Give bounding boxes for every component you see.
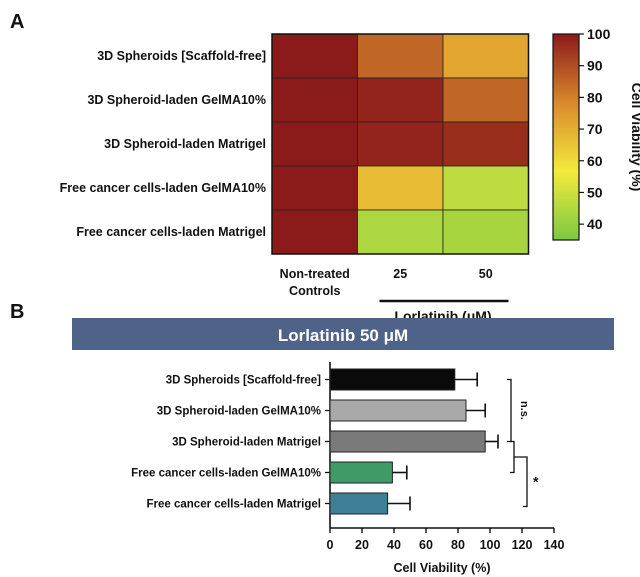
x-axis-tick-label: 0 <box>327 538 334 552</box>
heatmap-column-label: Non-treated Controls <box>280 267 350 298</box>
heatmap-column-label: 25 <box>393 267 407 281</box>
heatmap-cell <box>442 33 529 79</box>
x-axis-label: Cell Viability (%) <box>393 561 490 575</box>
x-axis-tick-label: 100 <box>480 538 501 552</box>
ns-bracket <box>507 378 512 443</box>
heatmap-cell <box>442 209 529 255</box>
x-axis-tick-label: 140 <box>544 538 565 552</box>
bar-category-label: Free cancer cells-laden GelMA10% <box>131 468 321 480</box>
bar <box>329 399 467 422</box>
panel-a-letter: A <box>10 11 24 33</box>
heatmap-border <box>271 33 530 255</box>
x-axis-tick-label: 20 <box>355 538 369 552</box>
heatmap-cell <box>357 77 444 123</box>
colorbar-tick-label: 90 <box>587 58 603 74</box>
bar-category-label: 3D Spheroids [Scaffold-free] <box>166 375 321 387</box>
bar-category-label: 3D Spheroid-laden Matrigel <box>172 437 321 449</box>
colorbar-tick-label: 60 <box>587 153 603 169</box>
heatmap-row-label: 3D Spheroids [Scaffold-free] <box>97 49 266 63</box>
colorbar-tick-label: 50 <box>587 184 603 200</box>
heatmap: 3D Spheroids [Scaffold-free] 3D Spheroid-… <box>60 33 530 324</box>
heatmap-cell <box>357 121 444 167</box>
heatmap-cell <box>442 165 529 211</box>
x-axis-tick-label: 60 <box>419 538 433 552</box>
heatmap-row-label: 3D Spheroid-laden Matrigel <box>104 137 266 151</box>
bar <box>329 430 486 453</box>
bar-category-label: Free cancer cells-laden Matrigel <box>147 499 322 511</box>
inner-bracket <box>510 440 515 474</box>
heatmap-cell <box>271 121 358 167</box>
heatmap-cell <box>442 77 529 123</box>
bar <box>329 492 389 515</box>
heatmap-cell <box>271 33 358 79</box>
banner-background <box>72 318 614 350</box>
x-axis-tick-label: 40 <box>387 538 401 552</box>
x-axis-tick-label: 120 <box>512 538 533 552</box>
colorbar: 100 90 80 70 60 50 40 Cell Viability (%) <box>552 26 640 241</box>
bar-category-label: 3D Spheroid-laden GelMA10% <box>157 406 321 418</box>
heatmap-row-label: 3D Spheroid-laden GelMA10% <box>87 93 266 107</box>
ns-annotation: n.s. <box>518 401 530 420</box>
colorbar-tick-label: 70 <box>587 121 603 137</box>
heatmap-column-label: 50 <box>479 267 493 281</box>
bar-chart: 0 20 40 60 80 100 120 140 Cell Viability (%) 3D S… <box>131 362 564 575</box>
heatmap-cell <box>357 209 444 255</box>
heatmap-cell <box>271 209 358 255</box>
colorbar-tick-label: 40 <box>587 216 603 232</box>
heatmap-cell <box>357 165 444 211</box>
colorbar-tick-label: 100 <box>587 26 611 42</box>
heatmap-cell <box>271 77 358 123</box>
heatmap-cell <box>357 33 444 79</box>
bar <box>329 461 393 484</box>
banner-title: Lorlatinib 50 μM <box>278 326 408 345</box>
heatmap-cell <box>442 121 529 167</box>
heatmap-cell <box>271 165 358 211</box>
colorbar-gradient <box>552 33 580 241</box>
heatmap-row-label: Free cancer cells-laden Matrigel <box>76 225 266 239</box>
bar <box>329 368 456 391</box>
significance-star: * <box>533 473 539 489</box>
colorbar-tick-label: 80 <box>587 89 603 105</box>
colorbar-label: Cell Viability (%) <box>629 83 640 192</box>
panel-b-letter: B <box>10 301 24 323</box>
heatmap-row-label: Free cancer cells-laden GelMA10% <box>60 181 266 195</box>
x-axis-tick-label: 80 <box>451 538 465 552</box>
star-bracket <box>514 456 528 508</box>
